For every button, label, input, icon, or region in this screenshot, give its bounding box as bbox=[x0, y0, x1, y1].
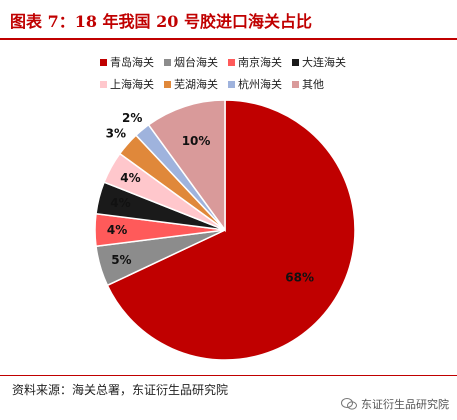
legend-row-2: 上海海关 芜湖海关 杭州海关 其他 bbox=[100, 76, 324, 92]
slice-label: 3% bbox=[106, 127, 126, 141]
legend-item: 芜湖海关 bbox=[164, 76, 218, 92]
slice-label: 4% bbox=[120, 171, 140, 185]
wechat-icon bbox=[341, 398, 357, 410]
legend-swatch bbox=[100, 58, 107, 66]
legend-label: 上海海关 bbox=[110, 78, 154, 91]
legend-item: 大连海关 bbox=[292, 54, 346, 70]
slice-label: 10% bbox=[182, 134, 211, 148]
legend-label: 烟台海关 bbox=[174, 56, 218, 69]
legend-label: 大连海关 bbox=[302, 56, 346, 69]
legend: 青岛海关 烟台海关 南京海关 大连海关 上海海关 芜湖海关 杭州海关 其他 bbox=[0, 50, 457, 96]
source-note: 资料来源：海关总署，东证衍生品研究院 bbox=[12, 383, 229, 397]
source-rule bbox=[0, 375, 457, 376]
pie-slice bbox=[147, 99, 226, 233]
slice-label: 4% bbox=[107, 223, 127, 237]
legend-swatch bbox=[100, 80, 107, 88]
legend-swatch bbox=[228, 80, 235, 88]
legend-swatch bbox=[164, 80, 171, 88]
pie-slice bbox=[106, 99, 356, 361]
legend-swatch bbox=[292, 80, 299, 88]
legend-item: 南京海关 bbox=[228, 54, 282, 70]
legend-item: 烟台海关 bbox=[164, 54, 218, 70]
legend-row-1: 青岛海关 烟台海关 南京海关 大连海关 bbox=[100, 54, 346, 70]
title-rule bbox=[0, 38, 457, 40]
watermark-text: 东证衍生品研究院 bbox=[361, 398, 449, 411]
legend-label: 芜湖海关 bbox=[174, 78, 218, 91]
legend-swatch bbox=[228, 58, 235, 66]
legend-label: 青岛海关 bbox=[110, 56, 154, 69]
slice-label: 2% bbox=[122, 111, 142, 125]
watermark: 东证衍生品研究院 bbox=[341, 396, 449, 412]
legend-item: 其他 bbox=[292, 76, 324, 92]
chart-title: 图表 7：18 年我国 20 号胶进口海关占比 bbox=[10, 12, 312, 31]
legend-item: 青岛海关 bbox=[100, 54, 154, 70]
legend-item: 上海海关 bbox=[100, 76, 154, 92]
slice-label: 4% bbox=[110, 196, 130, 210]
legend-swatch bbox=[292, 58, 299, 66]
slice-label: 68% bbox=[285, 270, 314, 284]
legend-label: 其他 bbox=[302, 78, 324, 91]
title-bar: 图表 7：18 年我国 20 号胶进口海关占比 bbox=[0, 0, 457, 40]
legend-label: 杭州海关 bbox=[238, 78, 282, 91]
legend-label: 南京海关 bbox=[238, 56, 282, 69]
slice-label: 5% bbox=[111, 253, 131, 267]
legend-swatch bbox=[164, 58, 171, 66]
legend-item: 杭州海关 bbox=[228, 76, 282, 92]
